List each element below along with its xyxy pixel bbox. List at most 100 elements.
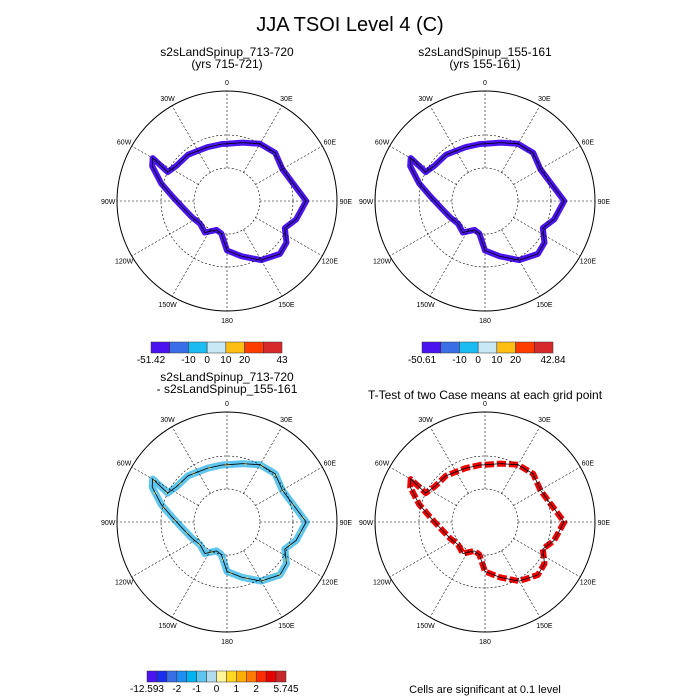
colorbar-box — [206, 670, 217, 683]
lon-label-30E: 30E — [280, 417, 293, 424]
lon-label-90W: 90W — [359, 199, 374, 206]
lon-label-120W: 120W — [115, 579, 134, 586]
colorbar-box — [421, 341, 441, 354]
colorbar-label: -10 — [452, 355, 467, 366]
colorbar-label: 20 — [510, 355, 522, 366]
colorbar-label: 43 — [276, 355, 288, 366]
colorbar-box — [244, 341, 264, 354]
colorbar-label: 0 — [204, 355, 210, 366]
colorbar-label: 20 — [239, 355, 251, 366]
lon-label-0: 0 — [483, 401, 487, 408]
colorbar-label: 2 — [253, 684, 259, 695]
lon-label-180: 180 — [221, 318, 233, 325]
colorbar-box — [440, 341, 460, 354]
lon-label-0: 0 — [483, 80, 487, 87]
lon-label-60E: 60E — [582, 461, 595, 468]
panel2-subtitle: (yrs 155-161) — [449, 57, 521, 71]
colorbar-box — [216, 670, 227, 683]
data-cells — [149, 139, 310, 264]
longitude-gridline — [243, 229, 283, 297]
colorbar-label: -10 — [181, 355, 196, 366]
panel1-subtitle: (yrs 715-721) — [191, 57, 263, 71]
colorbar-box — [226, 670, 237, 683]
lon-label-60W: 60W — [375, 461, 390, 468]
data-cells — [407, 139, 568, 264]
colorbar-label: 10 — [491, 355, 503, 366]
longitude-gridline — [389, 145, 457, 185]
panel4-title: T-Test of two Case means at each grid po… — [367, 388, 603, 402]
longitude-gridline — [255, 538, 323, 578]
longitude-gridline — [429, 229, 469, 297]
colorbar-box — [534, 341, 554, 354]
longitude-gridline — [513, 145, 581, 185]
panel3-title: s2sLandSpinup_713-720 — [160, 370, 294, 384]
lon-label-60E: 60E — [582, 140, 595, 147]
longitude-gridline — [255, 217, 323, 257]
polar-map-3: 0 30E 60E 90E 120E 150E 180 150W 120W 90W 60W 30W -1… — [101, 401, 352, 695]
lon-label-0: 0 — [225, 80, 229, 87]
longitude-gridline — [429, 426, 469, 494]
colorbar-box — [236, 670, 247, 683]
coastline — [151, 463, 307, 582]
lon-label-60W: 60W — [117, 140, 132, 147]
colorbar-box — [515, 341, 535, 354]
coastline — [409, 142, 565, 261]
longitude-gridline — [131, 217, 199, 257]
lon-label-90E: 90E — [340, 520, 353, 527]
data-cells — [148, 460, 310, 585]
lon-label-150W: 150W — [158, 302, 177, 309]
lon-label-180: 180 — [221, 639, 233, 646]
longitude-gridline — [171, 105, 211, 173]
lon-label-30W: 30W — [418, 96, 433, 103]
colorbar-label: 0 — [475, 355, 481, 366]
colorbar-box — [225, 341, 245, 354]
lon-label-120E: 120E — [580, 579, 597, 586]
longitude-gridline — [429, 105, 469, 173]
colorbar-box — [246, 670, 257, 683]
lon-label-150W: 150W — [158, 623, 177, 630]
longitude-gridline — [429, 550, 469, 618]
colorbar-label: 1 — [234, 684, 240, 695]
longitude-gridline — [501, 229, 541, 297]
colorbar-box — [188, 341, 208, 354]
lon-label-30W: 30W — [160, 96, 175, 103]
lon-label-30E: 30E — [280, 96, 293, 103]
colorbar-box — [196, 670, 207, 683]
lon-label-120W: 120W — [115, 258, 134, 265]
colorbar-label: -12.593 — [130, 684, 164, 695]
colorbar-box — [186, 670, 197, 683]
lon-label-150W: 150W — [416, 302, 435, 309]
lon-label-120E: 120E — [322, 579, 339, 586]
lon-label-30E: 30E — [538, 417, 551, 424]
longitude-gridline — [131, 145, 199, 185]
colorbar-box — [459, 341, 479, 354]
lon-label-150W: 150W — [416, 623, 435, 630]
latitude-gridline — [451, 488, 519, 556]
lon-label-30W: 30W — [418, 417, 433, 424]
longitude-gridline — [243, 105, 283, 173]
lon-label-90E: 90E — [598, 199, 611, 206]
longitude-gridline — [501, 550, 541, 618]
panel2-title: s2sLandSpinup_155-161 — [418, 45, 552, 59]
lon-label-120E: 120E — [580, 258, 597, 265]
lon-label-150E: 150E — [536, 302, 553, 309]
lon-label-180: 180 — [479, 639, 491, 646]
colorbar-box — [275, 670, 287, 683]
longitude-gridline — [171, 426, 211, 494]
lon-label-120W: 120W — [373, 579, 392, 586]
colorbar-box — [176, 670, 187, 683]
colorbar-box — [166, 670, 178, 683]
data-cells — [407, 460, 568, 585]
lon-label-90E: 90E — [598, 520, 611, 527]
lon-label-60E: 60E — [324, 140, 337, 147]
colorbar-label: -51.42 — [137, 355, 166, 366]
lon-label-90W: 90W — [101, 520, 116, 527]
colorbar-label: 10 — [220, 355, 232, 366]
colorbar-box — [477, 341, 498, 354]
colorbar-label: -50.61 — [408, 355, 437, 366]
longitude-gridline — [513, 217, 581, 257]
polar-map-1: 0 30E 60E 90E 120E 150E 180 150W 120W 90W 60W 30W -5… — [101, 80, 352, 366]
colorbar-box — [255, 670, 267, 683]
